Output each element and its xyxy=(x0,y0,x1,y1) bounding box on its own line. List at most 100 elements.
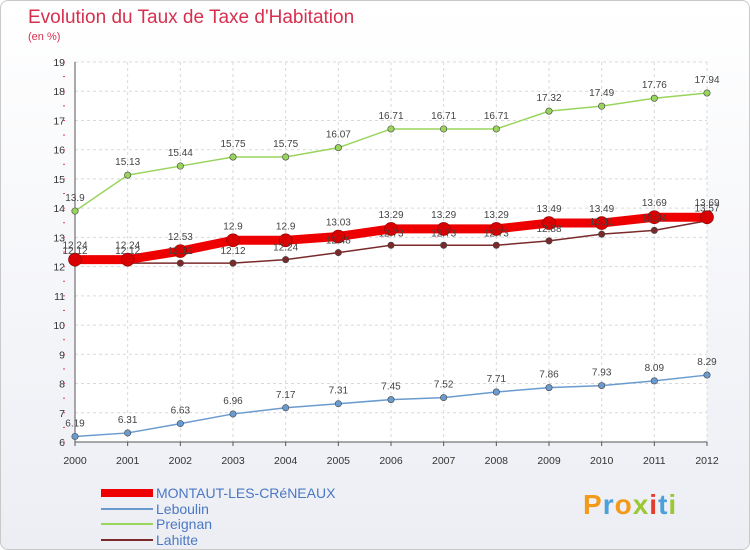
data-label: 12.73 xyxy=(378,228,403,239)
y-tick-label: 15 xyxy=(53,174,65,186)
data-label: 12.24 xyxy=(62,241,87,252)
data-point xyxy=(542,216,556,230)
data-label: 17.32 xyxy=(536,93,561,104)
data-point xyxy=(282,404,290,412)
data-label: 6.19 xyxy=(65,418,85,429)
data-point xyxy=(492,125,500,133)
data-point xyxy=(598,382,606,390)
data-label: 12.73 xyxy=(484,228,509,239)
logo-letter: o xyxy=(614,489,633,520)
data-label: 13.11 xyxy=(590,217,615,228)
data-point xyxy=(282,153,290,161)
data-label: 17.76 xyxy=(642,80,667,91)
data-point xyxy=(334,249,342,257)
data-label: 17.94 xyxy=(694,75,719,86)
data-point xyxy=(334,400,342,408)
data-point xyxy=(440,241,448,249)
data-point xyxy=(545,237,553,245)
data-label: 13.9 xyxy=(65,193,85,204)
x-tick-label: 2009 xyxy=(537,455,561,467)
data-label: 13.69 xyxy=(642,198,667,209)
data-label: 6.63 xyxy=(171,406,191,417)
y-tick-label: 19 xyxy=(53,57,65,69)
data-point xyxy=(598,230,606,238)
data-point xyxy=(387,396,395,404)
x-tick-label: 2007 xyxy=(432,455,456,467)
data-point xyxy=(545,107,553,115)
data-label: 7.45 xyxy=(381,382,401,393)
data-point xyxy=(229,153,237,161)
y-tick-label: 16 xyxy=(53,145,65,157)
y-tick-label: 8 xyxy=(59,379,65,391)
data-point xyxy=(703,89,711,97)
data-point xyxy=(71,432,79,440)
x-tick-label: 2010 xyxy=(590,455,614,467)
chart-subtitle: (en %) xyxy=(28,31,61,43)
data-label: 15.13 xyxy=(115,157,140,168)
y-tick-label: 10 xyxy=(53,320,65,332)
data-point xyxy=(650,226,658,234)
legend-label: MONTAUT-LES-CRéNEAUX xyxy=(156,485,336,501)
data-label: 15.75 xyxy=(273,139,298,150)
data-label: 12.9 xyxy=(276,221,296,232)
data-point xyxy=(489,222,504,236)
data-label: 16.71 xyxy=(378,111,403,122)
data-label: 16.71 xyxy=(484,111,509,122)
data-label: 8.09 xyxy=(645,363,665,374)
data-point xyxy=(436,222,451,236)
data-point xyxy=(700,210,714,225)
data-label: 6.31 xyxy=(118,415,138,426)
x-tick-label: 2006 xyxy=(379,455,403,467)
data-point xyxy=(387,241,395,249)
data-label: 7.71 xyxy=(487,374,507,385)
data-label: 7.93 xyxy=(592,368,612,379)
data-label: 13.03 xyxy=(326,218,351,229)
data-point xyxy=(71,207,79,215)
data-label: 16.71 xyxy=(431,111,456,122)
data-label: 13.57 xyxy=(694,204,719,215)
data-label: 12.12 xyxy=(62,246,87,257)
data-label: 13.69 xyxy=(694,198,719,209)
data-label: 13.29 xyxy=(378,210,403,221)
y-tick-label: 14 xyxy=(53,203,65,215)
data-point xyxy=(650,94,658,102)
data-label: 17.49 xyxy=(589,88,614,99)
y-tick-label: 7 xyxy=(59,408,65,420)
data-label: 13.24 xyxy=(642,213,667,224)
data-label: 12.48 xyxy=(326,236,351,247)
legend-label: Leboulin xyxy=(156,501,209,517)
legend-label: Preignan xyxy=(156,516,212,532)
legend-label: Lahitte xyxy=(156,532,198,548)
x-tick-label: 2005 xyxy=(327,455,351,467)
data-point xyxy=(68,252,82,267)
logo-letter: x xyxy=(632,489,650,520)
data-label: 12.12 xyxy=(220,246,245,257)
data-label: 12.88 xyxy=(536,224,561,235)
y-tick-label: 17 xyxy=(53,115,65,127)
data-label: 13.29 xyxy=(431,210,456,221)
data-point xyxy=(334,144,342,152)
chart-title: Evolution du Taux de Taxe d'Habitation xyxy=(28,7,355,28)
data-point xyxy=(650,377,658,385)
y-tick-label: 13 xyxy=(53,232,65,244)
data-label: 13.49 xyxy=(589,204,614,215)
x-tick-label: 2008 xyxy=(485,455,509,467)
data-label: 7.17 xyxy=(276,390,296,401)
data-point xyxy=(440,394,448,402)
x-tick-label: 2012 xyxy=(695,455,719,467)
data-point xyxy=(120,252,135,267)
x-tick-label: 2002 xyxy=(169,455,193,467)
data-point xyxy=(282,256,290,264)
logo-letter: r xyxy=(602,489,615,520)
data-point xyxy=(647,210,662,225)
y-tick-label: 11 xyxy=(54,291,65,303)
logo-letter: i xyxy=(649,489,659,520)
data-point xyxy=(176,259,184,267)
data-point xyxy=(176,162,184,170)
proxiti-logo: Proxiti xyxy=(583,489,677,521)
y-tick-label: 9 xyxy=(59,349,65,361)
data-label: 12.12 xyxy=(115,246,140,257)
data-label: 13.29 xyxy=(484,210,509,221)
data-label: 12.12 xyxy=(168,246,193,257)
